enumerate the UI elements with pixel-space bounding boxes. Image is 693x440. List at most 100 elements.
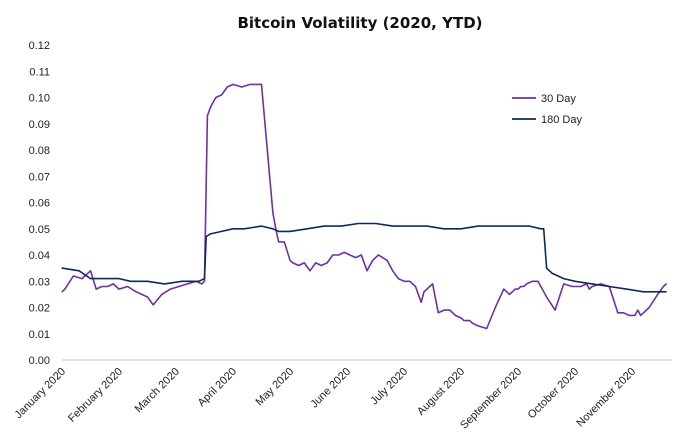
data-point bbox=[466, 320, 468, 322]
data-point bbox=[315, 262, 317, 264]
data-point bbox=[278, 241, 280, 243]
data-point bbox=[201, 283, 203, 285]
y-tick-label: 0.01 bbox=[29, 329, 50, 341]
data-point bbox=[642, 312, 645, 314]
data-point bbox=[540, 228, 542, 230]
data-point bbox=[249, 83, 251, 85]
data-point bbox=[460, 317, 462, 319]
data-point bbox=[221, 230, 223, 232]
data-point bbox=[414, 285, 417, 288]
data-point bbox=[272, 228, 274, 230]
data-point bbox=[306, 228, 308, 230]
data-point bbox=[169, 288, 171, 290]
data-point bbox=[372, 259, 374, 261]
data-point bbox=[360, 254, 362, 256]
y-tick-label: 0.08 bbox=[29, 145, 50, 157]
data-point bbox=[397, 278, 399, 280]
data-point bbox=[198, 280, 200, 282]
x-tick-label: February 2020 bbox=[66, 366, 125, 425]
series-line-0 bbox=[61, 83, 667, 330]
data-point bbox=[417, 293, 419, 295]
data-point bbox=[320, 264, 322, 267]
y-tick-label: 0.09 bbox=[29, 119, 50, 131]
data-point bbox=[95, 288, 97, 290]
y-tick-label: 0.02 bbox=[29, 303, 50, 315]
data-point bbox=[531, 280, 533, 282]
legend-label-1: 180 Day bbox=[541, 114, 582, 126]
data-point bbox=[340, 225, 342, 227]
data-point bbox=[135, 291, 137, 293]
data-point bbox=[107, 278, 109, 280]
data-point bbox=[298, 264, 300, 267]
data-point bbox=[357, 222, 359, 225]
data-point bbox=[205, 236, 207, 238]
data-point bbox=[537, 280, 539, 282]
y-tick-label: 0.06 bbox=[29, 198, 50, 210]
data-point bbox=[101, 285, 103, 288]
x-tick-label: August 2020 bbox=[415, 366, 467, 418]
data-point bbox=[127, 285, 129, 288]
data-point bbox=[520, 285, 522, 288]
x-tick-label: April 2020 bbox=[196, 366, 240, 410]
data-point bbox=[443, 228, 445, 230]
data-point bbox=[226, 86, 228, 88]
data-point bbox=[303, 262, 305, 264]
data-point bbox=[571, 285, 573, 288]
data-point bbox=[392, 270, 394, 272]
data-point bbox=[460, 228, 462, 230]
data-point bbox=[574, 280, 576, 282]
data-point bbox=[209, 233, 211, 235]
x-tick-label: May 2020 bbox=[254, 366, 297, 409]
data-point bbox=[420, 301, 422, 303]
x-tick-label: October 2020 bbox=[526, 366, 582, 422]
data-point bbox=[232, 83, 234, 85]
data-point bbox=[332, 254, 334, 256]
data-point bbox=[283, 241, 285, 243]
data-point bbox=[426, 225, 428, 227]
data-point bbox=[654, 291, 656, 293]
data-point bbox=[61, 267, 63, 269]
data-point bbox=[409, 280, 411, 282]
data-point bbox=[89, 270, 92, 272]
data-point bbox=[454, 314, 456, 316]
data-point bbox=[275, 228, 277, 230]
data-point bbox=[486, 327, 488, 330]
data-point bbox=[608, 285, 610, 288]
data-point bbox=[118, 288, 120, 290]
y-tick-label: 0.00 bbox=[29, 355, 50, 367]
x-tick-label: September 2020 bbox=[458, 366, 524, 432]
data-point bbox=[642, 291, 645, 293]
data-point bbox=[543, 228, 545, 230]
data-point bbox=[508, 293, 511, 295]
data-point bbox=[657, 293, 659, 295]
data-point bbox=[477, 325, 479, 327]
data-point bbox=[203, 280, 206, 282]
data-point bbox=[118, 278, 120, 280]
data-point bbox=[523, 285, 525, 288]
data-point bbox=[628, 314, 630, 316]
data-point bbox=[403, 280, 405, 282]
data-point bbox=[637, 309, 639, 311]
legend-label-0: 30 Day bbox=[541, 93, 576, 105]
data-point bbox=[617, 312, 619, 314]
data-point bbox=[81, 278, 83, 280]
data-point bbox=[546, 267, 548, 269]
data-point bbox=[514, 288, 516, 290]
data-point bbox=[164, 283, 166, 285]
data-point bbox=[377, 254, 379, 256]
legend: 30 Day 180 Day bbox=[512, 93, 582, 126]
data-point bbox=[392, 225, 394, 227]
y-tick-label: 0.03 bbox=[29, 276, 50, 288]
data-point bbox=[355, 257, 357, 259]
data-point bbox=[600, 283, 602, 285]
data-point bbox=[409, 225, 411, 227]
data-point bbox=[517, 288, 519, 290]
data-point bbox=[548, 270, 551, 272]
data-point bbox=[243, 228, 245, 230]
data-point bbox=[563, 283, 565, 285]
data-point bbox=[563, 278, 565, 280]
data-point bbox=[634, 314, 636, 316]
data-point bbox=[622, 312, 625, 314]
data-point bbox=[146, 296, 149, 298]
data-point bbox=[221, 94, 223, 96]
